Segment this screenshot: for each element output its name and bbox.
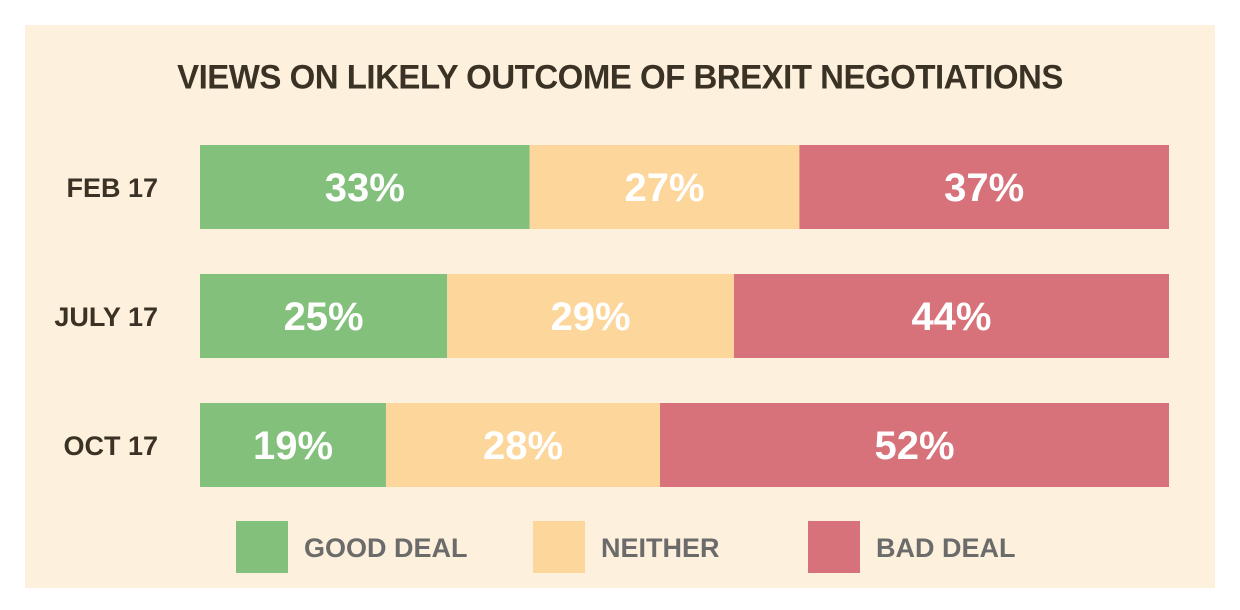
bar-segment-bad-deal [733, 274, 1169, 358]
legend: GOOD DEAL NEITHER BAD DEAL [236, 521, 1016, 573]
legend-label: NEITHER [601, 533, 720, 563]
data-label: 27% [624, 166, 704, 210]
chart-title: VIEWS ON LIKELY OUTCOME OF BREXIT NEGOTI… [177, 57, 1063, 96]
bar-segment-good-deal [200, 145, 530, 229]
data-label: 37% [944, 166, 1024, 210]
legend-swatch [236, 521, 288, 573]
bar-segment-neither [529, 145, 800, 229]
legend-swatch [533, 521, 585, 573]
bar-segment-neither [447, 274, 734, 358]
data-label: 52% [874, 424, 954, 468]
bar-segment-bad-deal [660, 403, 1169, 487]
row-label: OCT 17 [63, 431, 158, 461]
data-label: 19% [253, 424, 333, 468]
row-label: FEB 17 [66, 173, 158, 203]
labels-layer: FEB 17 33% 27% 37% JULY 17 25% 29% 44% OCT 17 19%… [54, 166, 1024, 468]
data-label: 33% [325, 166, 405, 210]
legend-swatch [808, 521, 860, 573]
bar-segment-good-deal [200, 403, 386, 487]
data-label: 44% [911, 295, 991, 339]
bars-layer [200, 145, 1169, 487]
legend-label: BAD DEAL [876, 533, 1016, 563]
data-label: 28% [483, 424, 563, 468]
data-label: 25% [284, 295, 364, 339]
legend-label: GOOD DEAL [304, 533, 468, 563]
bar-segment-good-deal [200, 274, 448, 358]
bar-segment-neither [385, 403, 661, 487]
data-label: 29% [551, 295, 631, 339]
bar-segment-bad-deal [799, 145, 1169, 229]
row-label: JULY 17 [54, 302, 158, 332]
